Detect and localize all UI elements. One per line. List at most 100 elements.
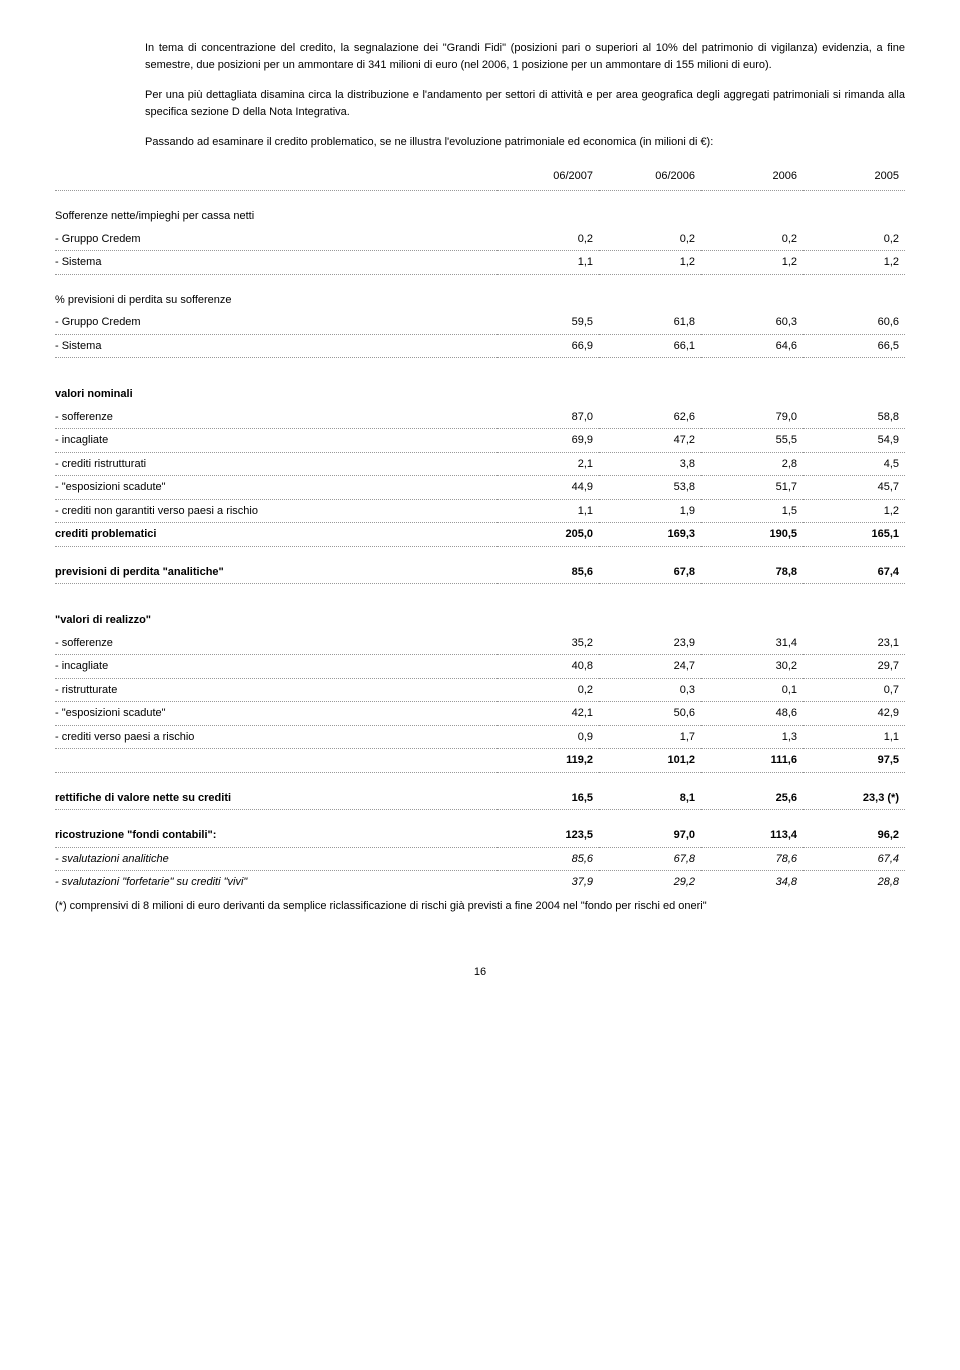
cell-value: 29,7 — [803, 655, 905, 679]
cell-value: 4,5 — [803, 452, 905, 476]
cell-value: 58,8 — [803, 406, 905, 429]
paragraph-1: In tema di concentrazione del credito, l… — [55, 40, 905, 73]
section-previsioni-perdita: % previsioni di perdita su sofferenze — [55, 289, 905, 312]
row-sofferenze-2: - sofferenze 35,2 23,9 31,4 23,1 — [55, 632, 905, 655]
cell-value: 1,1 — [497, 251, 599, 275]
cell-label: crediti problematici — [55, 523, 497, 547]
cell-value: 97,0 — [599, 824, 701, 847]
cell-label: - "esposizioni scadute" — [55, 702, 497, 726]
cell-value: 67,4 — [803, 847, 905, 871]
cell-value: 97,5 — [803, 749, 905, 773]
cell-value: 165,1 — [803, 523, 905, 547]
cell-value: 0,2 — [701, 228, 803, 251]
cell-label: - Gruppo Credem — [55, 228, 497, 251]
cell-value: 47,2 — [599, 429, 701, 453]
cell-value: 1,2 — [803, 499, 905, 523]
cell-value: 16,5 — [497, 787, 599, 810]
cell-value: 24,7 — [599, 655, 701, 679]
cell-value: 67,4 — [803, 561, 905, 584]
row-esposizioni-scadute-2: - "esposizioni scadute" 42,1 50,6 48,6 4… — [55, 702, 905, 726]
cell-value: 66,1 — [599, 334, 701, 358]
cell-value: 1,1 — [497, 499, 599, 523]
cell-label: ricostruzione "fondi contabili": — [55, 824, 497, 847]
row-crediti-problematici: crediti problematici 205,0 169,3 190,5 1… — [55, 523, 905, 547]
cell-value: 23,9 — [599, 632, 701, 655]
cell-value: 44,9 — [497, 476, 599, 500]
row-crediti-ristrutturati: - crediti ristrutturati 2,1 3,8 2,8 4,5 — [55, 452, 905, 476]
cell-value: 78,6 — [701, 847, 803, 871]
cell-value: 205,0 — [497, 523, 599, 547]
cell-value: 1,7 — [599, 725, 701, 749]
cell-value: 37,9 — [497, 871, 599, 894]
cell-value: 78,8 — [701, 561, 803, 584]
col-06-2007: 06/2007 — [497, 165, 599, 191]
row-gruppo-credem-2: - Gruppo Credem 59,5 61,8 60,3 60,6 — [55, 311, 905, 334]
cell-value: 0,1 — [701, 678, 803, 702]
cell-label: - Gruppo Credem — [55, 311, 497, 334]
cell-value: 0,2 — [803, 228, 905, 251]
row-rettifiche: rettifiche di valore nette su crediti 16… — [55, 787, 905, 810]
cell-value: 0,2 — [599, 228, 701, 251]
cell-value: 96,2 — [803, 824, 905, 847]
section-label: % previsioni di perdita su sofferenze — [55, 289, 905, 312]
row-crediti-paesi-rischio: - crediti verso paesi a rischio 0,9 1,7 … — [55, 725, 905, 749]
cell-value: 0,2 — [497, 228, 599, 251]
cell-value: 0,2 — [497, 678, 599, 702]
cell-label: - Sistema — [55, 334, 497, 358]
cell-value: 62,6 — [599, 406, 701, 429]
cell-value: 54,9 — [803, 429, 905, 453]
cell-value: 23,1 — [803, 632, 905, 655]
cell-value: 85,6 — [497, 847, 599, 871]
cell-value: 0,3 — [599, 678, 701, 702]
cell-value: 101,2 — [599, 749, 701, 773]
cell-label: - incagliate — [55, 429, 497, 453]
cell-label — [55, 749, 497, 773]
page-number: 16 — [55, 964, 905, 981]
cell-value: 35,2 — [497, 632, 599, 655]
cell-label: - incagliate — [55, 655, 497, 679]
col-2005: 2005 — [803, 165, 905, 191]
table-header-row: 06/2007 06/2006 2006 2005 — [55, 165, 905, 191]
cell-label: - sofferenze — [55, 632, 497, 655]
cell-value: 8,1 — [599, 787, 701, 810]
row-svalutazioni-forfetarie: - svalutazioni "forfetarie" su crediti "… — [55, 871, 905, 894]
cell-value: 51,7 — [701, 476, 803, 500]
cell-value: 69,9 — [497, 429, 599, 453]
row-sofferenze: - sofferenze 87,0 62,6 79,0 58,8 — [55, 406, 905, 429]
cell-value: 169,3 — [599, 523, 701, 547]
cell-value: 0,9 — [497, 725, 599, 749]
row-sistema-2: - Sistema 66,9 66,1 64,6 66,5 — [55, 334, 905, 358]
col-06-2006: 06/2006 — [599, 165, 701, 191]
cell-value: 42,9 — [803, 702, 905, 726]
row-svalutazioni-analitiche: - svalutazioni analitiche 85,6 67,8 78,6… — [55, 847, 905, 871]
cell-value: 79,0 — [701, 406, 803, 429]
cell-value: 66,5 — [803, 334, 905, 358]
paragraph-2: Per una più dettagliata disamina circa l… — [55, 87, 905, 120]
cell-value: 55,5 — [701, 429, 803, 453]
cell-label: - crediti non garantiti verso paesi a ri… — [55, 499, 497, 523]
cell-value: 30,2 — [701, 655, 803, 679]
cell-value: 1,9 — [599, 499, 701, 523]
cell-value: 1,2 — [803, 251, 905, 275]
cell-value: 190,5 — [701, 523, 803, 547]
row-previsioni-analitiche: previsioni di perdita "analitiche" 85,6 … — [55, 561, 905, 584]
cell-value: 1,1 — [803, 725, 905, 749]
section-label: Sofferenze nette/impieghi per cassa nett… — [55, 205, 905, 228]
cell-value: 1,2 — [701, 251, 803, 275]
cell-value: 60,6 — [803, 311, 905, 334]
cell-value: 111,6 — [701, 749, 803, 773]
row-gruppo-credem-1: - Gruppo Credem 0,2 0,2 0,2 0,2 — [55, 228, 905, 251]
cell-value: 31,4 — [701, 632, 803, 655]
header-blank — [55, 165, 497, 191]
cell-value: 67,8 — [599, 847, 701, 871]
cell-value: 64,6 — [701, 334, 803, 358]
cell-label: previsioni di perdita "analitiche" — [55, 561, 497, 584]
cell-label: - "esposizioni scadute" — [55, 476, 497, 500]
row-incagliate: - incagliate 69,9 47,2 55,5 54,9 — [55, 429, 905, 453]
cell-label: - svalutazioni "forfetarie" su crediti "… — [55, 871, 497, 894]
cell-value: 34,8 — [701, 871, 803, 894]
section-sofferenze-netti: Sofferenze nette/impieghi per cassa nett… — [55, 205, 905, 228]
cell-value: 53,8 — [599, 476, 701, 500]
cell-value: 50,6 — [599, 702, 701, 726]
cell-value: 66,9 — [497, 334, 599, 358]
